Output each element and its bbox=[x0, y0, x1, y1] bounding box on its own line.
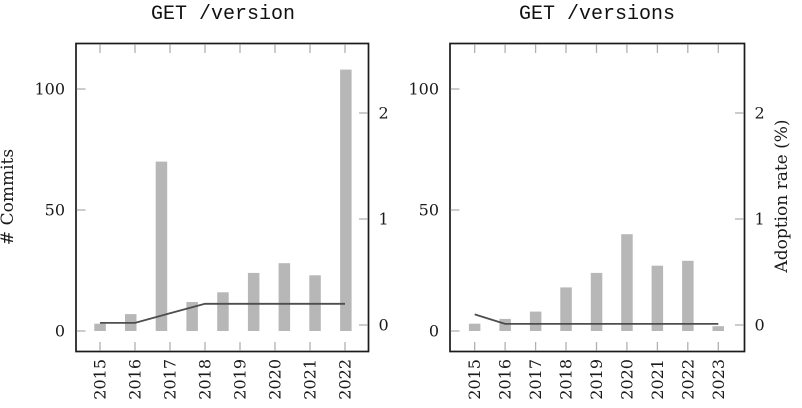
right-tick-label: 0 bbox=[755, 316, 765, 335]
x-tick-label: 2017 bbox=[161, 359, 180, 400]
commits-bar bbox=[621, 234, 633, 331]
left-tick-label: 50 bbox=[45, 201, 65, 220]
commits-bar bbox=[468, 323, 481, 331]
right-tick-label: 1 bbox=[755, 210, 765, 229]
x-tick-label: 2020 bbox=[266, 359, 285, 400]
adoption-rate-line bbox=[474, 313, 719, 325]
commits-bar bbox=[651, 265, 664, 331]
y-axis-label-adoption-rate: Adoption rate (%) bbox=[772, 119, 792, 273]
y-axis-label-commits: # Commits bbox=[0, 149, 18, 245]
chart-get-version: GET /version # Commits 2015 2016 2017 2018 2… bbox=[0, 3, 389, 400]
chart-title-versions: GET /versions bbox=[519, 3, 675, 26]
right-tick-label: 2 bbox=[755, 104, 765, 123]
commits-bar bbox=[712, 326, 724, 331]
left-tick-label: 0 bbox=[429, 322, 439, 341]
x-tick-label: 2022 bbox=[336, 359, 355, 400]
x-tick-label: 2018 bbox=[557, 359, 576, 400]
left-tick-label: 50 bbox=[419, 201, 439, 220]
chart-get-versions: GET /versions Adoption rate (%) 2015 2016… bbox=[408, 3, 792, 400]
x-tick-label: 2017 bbox=[526, 359, 545, 400]
x-tick-label: 2015 bbox=[465, 359, 484, 400]
left-tick-label: 0 bbox=[55, 322, 65, 341]
commits-bar bbox=[499, 318, 511, 331]
plot-area-versions: 2015 2016 2017 2018 2019 2020 2021 2022 2023 0 50 1… bbox=[408, 42, 765, 400]
x-tick-label: 2016 bbox=[126, 359, 145, 400]
right-tick-label: 0 bbox=[379, 316, 389, 335]
left-tick-label: 100 bbox=[408, 80, 439, 99]
right-tick-label: 1 bbox=[379, 210, 389, 229]
commits-bar bbox=[560, 287, 572, 331]
commits-bar bbox=[529, 311, 542, 331]
chart-title-version: GET /version bbox=[151, 3, 295, 26]
plot-border bbox=[75, 42, 370, 353]
x-tick-label: 2020 bbox=[617, 359, 636, 400]
plot-border bbox=[449, 42, 746, 353]
x-tick-label: 2015 bbox=[91, 359, 110, 400]
left-tick-label: 100 bbox=[34, 80, 65, 99]
commits-bar bbox=[278, 263, 291, 331]
adoption-rate-line bbox=[100, 302, 345, 324]
commits-bar bbox=[155, 161, 168, 331]
commits-bar bbox=[217, 292, 229, 331]
x-tick-label: 2021 bbox=[648, 359, 667, 400]
x-tick-label: 2018 bbox=[196, 359, 215, 400]
commits-bar bbox=[340, 69, 352, 331]
x-tick-label: 2022 bbox=[678, 359, 697, 400]
x-tick-label: 2021 bbox=[301, 359, 320, 400]
commits-bar bbox=[94, 323, 106, 331]
x-tick-label: 2016 bbox=[496, 359, 515, 400]
commits-bar bbox=[590, 272, 603, 331]
x-tick-label: 2019 bbox=[231, 359, 250, 400]
right-tick-label: 2 bbox=[379, 104, 389, 123]
commits-bar bbox=[247, 272, 260, 331]
commits-bar bbox=[682, 260, 694, 331]
x-tick-label: 2023 bbox=[709, 359, 728, 400]
commits-bar bbox=[186, 302, 198, 331]
x-tick-label: 2019 bbox=[587, 359, 606, 400]
plot-area-version: 2015 2016 2017 2018 2019 2020 2021 2022 0 50 100 0 1… bbox=[34, 42, 389, 400]
